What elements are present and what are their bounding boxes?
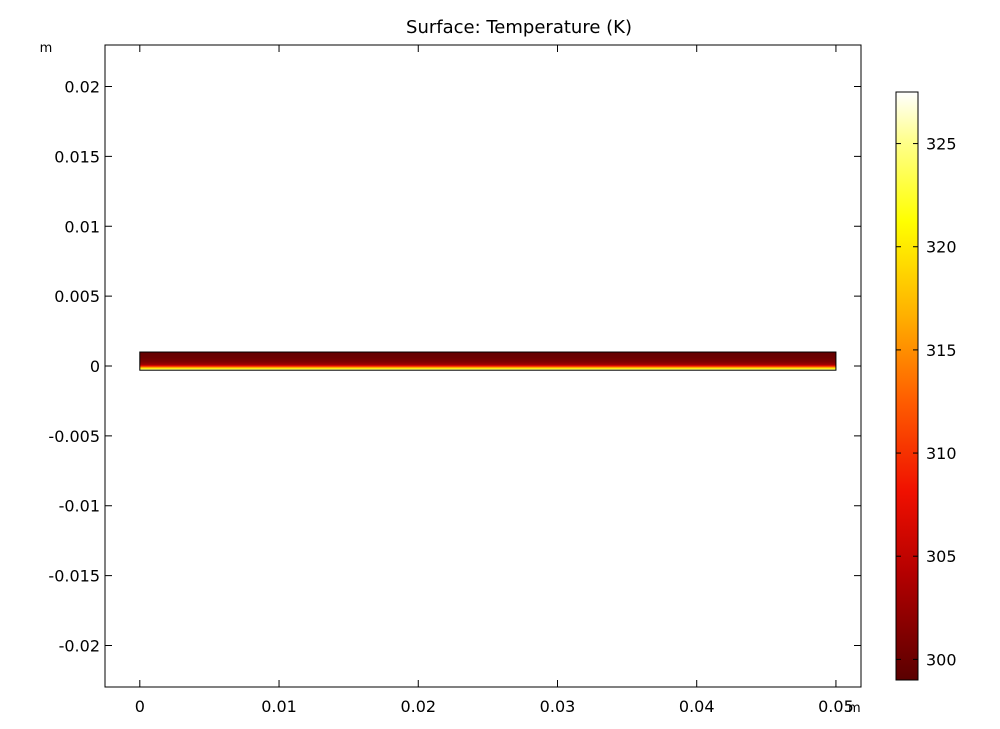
y-tick-label: 0.015	[54, 147, 100, 166]
colorbar	[895, 91, 919, 681]
y-tick-label: 0	[90, 357, 100, 376]
y-tick-label: 0.01	[64, 217, 100, 236]
colorbar-tick-label: 315	[926, 341, 957, 360]
colorbar-tick-label: 310	[926, 444, 957, 463]
y-tick-label: -0.01	[59, 497, 100, 516]
x-tick-label: 0.02	[400, 697, 436, 716]
temperature-domain	[139, 351, 837, 371]
y-tick-label: -0.015	[48, 567, 100, 586]
colorbar-ticks: 300 305 310 315 320 325	[896, 135, 957, 669]
x-tick-label: 0.03	[540, 697, 576, 716]
chart-title: Surface: Temperature (K)	[406, 17, 632, 38]
x-axis-ticks: 0 0.01 0.02 0.03 0.04 0.05	[135, 45, 854, 716]
colorbar-tick-label: 305	[926, 547, 957, 566]
y-axis-ticks: 0.02 0.015 0.01 0.005 0 -0.005 -0.01 -0.015 -0.0…	[48, 78, 861, 655]
colorbar-tick-label: 320	[926, 238, 957, 257]
y-tick-label: 0.02	[64, 78, 100, 97]
colorbar-tick-label: 325	[926, 135, 957, 154]
colorbar-tick-label: 300	[926, 650, 957, 669]
x-tick-label: 0.01	[261, 697, 297, 716]
y-tick-label: 0.005	[54, 287, 100, 306]
x-tick-label: 0.05	[818, 697, 854, 716]
x-axis-unit-label: m	[848, 701, 861, 716]
x-tick-label: 0	[135, 697, 145, 716]
x-tick-label: 0.04	[679, 697, 715, 716]
y-tick-label: -0.02	[59, 636, 100, 655]
y-axis-unit-label: m	[40, 41, 53, 56]
y-tick-label: -0.005	[48, 427, 100, 446]
